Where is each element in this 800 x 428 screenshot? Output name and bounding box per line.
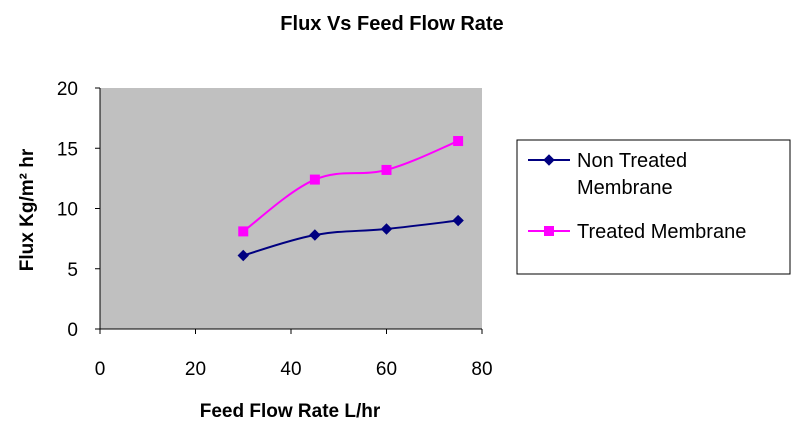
data-point-non-treated	[452, 214, 464, 227]
series-group	[237, 136, 464, 262]
x-tick-label: 60	[376, 359, 397, 380]
legend-label: Non Treated Membrane	[577, 150, 687, 199]
legend-marker	[543, 154, 555, 166]
data-point-non-treated	[309, 229, 321, 241]
series-line-non-treated	[242, 219, 459, 257]
data-point-non-treated	[237, 249, 249, 262]
y-tick-label: 0	[67, 320, 78, 341]
y-axis-ticks: 0 5 10 15 20	[57, 79, 100, 341]
x-tick-label: 20	[185, 359, 206, 380]
legend: Non Treated Membrane Treated Membrane	[516, 139, 791, 275]
x-tick-label: 40	[280, 359, 301, 380]
y-axis-label: Flux Kg/m² hr	[17, 148, 38, 271]
y-tick-label: 10	[57, 200, 78, 221]
x-tick-label: 0	[95, 359, 106, 380]
legend-label: Treated Membrane	[577, 221, 746, 243]
data-point-treated	[238, 226, 249, 237]
legend-item-non-treated: Non Treated Membrane	[528, 150, 687, 199]
x-tick-label: 80	[471, 359, 492, 380]
y-tick-label: 20	[57, 79, 78, 100]
data-point-treated	[381, 164, 392, 175]
data-point-treated	[453, 136, 464, 147]
series-non-treated	[237, 214, 464, 262]
chart-title: Flux Vs Feed Flow Rate	[280, 13, 503, 35]
legend-box	[516, 139, 791, 275]
x-axis-ticks: 0 20 40 60 80	[95, 329, 493, 380]
series-treated	[238, 136, 464, 237]
legend-item-treated: Treated Membrane	[528, 221, 746, 243]
y-tick-label: 15	[57, 139, 78, 160]
legend-marker	[544, 226, 554, 236]
x-axis-label: Feed Flow Rate L/hr	[200, 401, 381, 422]
plot-area	[100, 88, 482, 329]
data-point-non-treated	[380, 223, 393, 235]
y-tick-label: 5	[67, 260, 78, 281]
data-point-treated	[309, 174, 320, 185]
series-line-treated	[242, 140, 459, 233]
